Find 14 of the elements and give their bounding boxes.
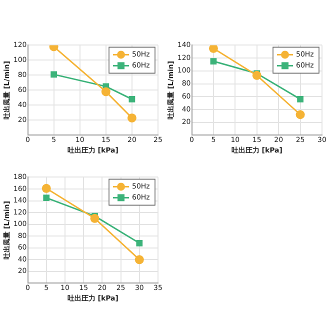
point bbox=[128, 96, 136, 102]
point bbox=[296, 110, 305, 120]
point bbox=[43, 194, 50, 201]
point bbox=[127, 113, 136, 122]
point bbox=[42, 184, 51, 193]
point bbox=[90, 214, 100, 223]
point bbox=[210, 58, 217, 64]
point bbox=[208, 45, 218, 53]
point bbox=[134, 255, 144, 264]
point bbox=[101, 87, 110, 96]
point bbox=[252, 70, 262, 80]
point bbox=[50, 71, 57, 78]
point bbox=[297, 96, 304, 102]
point bbox=[136, 240, 143, 246]
